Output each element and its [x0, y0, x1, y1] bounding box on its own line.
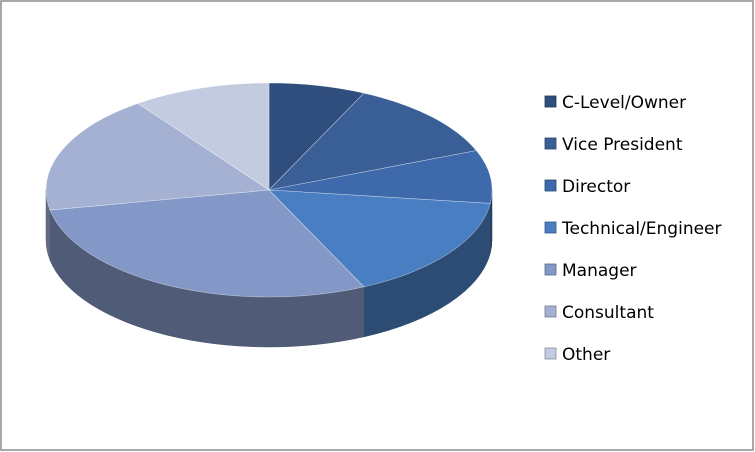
legend-swatch — [544, 263, 557, 276]
legend-swatch — [544, 137, 557, 150]
legend-label: Vice President — [562, 135, 683, 155]
slice — [268, 189, 491, 288]
slice — [45, 103, 270, 211]
legend: C-Level/Owner Vice President Director Techn… — [544, 93, 722, 365]
legend-swatch — [544, 347, 557, 360]
legend-label: Other — [562, 345, 610, 365]
legend-label: Technical/Engineer — [561, 219, 722, 239]
slice — [268, 150, 493, 204]
legend-label: Director — [562, 177, 630, 197]
legend-swatch — [544, 221, 557, 234]
legend-label: C-Level/Owner — [562, 93, 686, 113]
legend-swatch — [544, 305, 557, 318]
slice — [49, 189, 365, 298]
slice — [137, 82, 270, 191]
legend-label: Consultant — [562, 303, 654, 323]
legend-swatch — [544, 179, 557, 192]
pie — [45, 82, 493, 348]
legend-label: Manager — [562, 261, 637, 281]
slice — [268, 92, 477, 191]
legend-swatch — [544, 95, 557, 108]
